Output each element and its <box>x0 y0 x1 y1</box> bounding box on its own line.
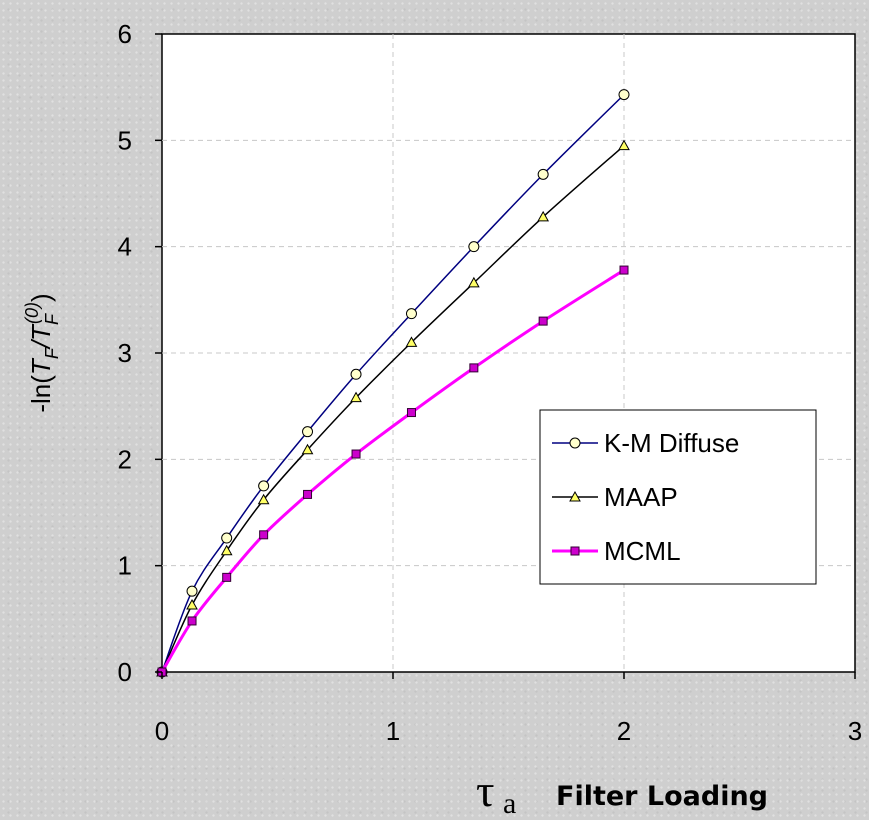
x-tick-label: 2 <box>617 716 631 746</box>
data-point <box>220 544 233 556</box>
x-axis-label: τ a Filter Loading <box>476 765 768 820</box>
x-tick-label: 0 <box>155 716 169 746</box>
ticks: 0 1 2 3 4 5 6 0 1 2 3 <box>118 19 863 746</box>
y-label-suffix: ) <box>26 293 56 302</box>
data-point <box>350 368 362 380</box>
legend-label: MCML <box>604 536 681 566</box>
legend-marker <box>569 437 581 449</box>
data-point <box>350 391 362 403</box>
series-3 <box>157 265 629 677</box>
series-line <box>161 94 625 673</box>
x-label-text: Filter Loading <box>556 781 768 812</box>
data-point <box>619 265 629 275</box>
y-tick-label: 3 <box>118 338 132 368</box>
y-label-t2-sup: (0) <box>22 302 42 324</box>
y-label-t2: T <box>26 323 56 341</box>
y-axis-label: -ln(TF/TF(0)) <box>22 293 62 412</box>
data-point <box>302 426 314 438</box>
y-label-slash: / <box>26 338 56 350</box>
legend-label: K-M Diffuse <box>604 428 739 458</box>
x-tick-label: 1 <box>386 716 400 746</box>
x-tick-label: 3 <box>848 716 862 746</box>
data-point <box>538 316 548 326</box>
data-point <box>186 598 198 610</box>
data-point <box>468 276 480 288</box>
legend: K-M Diffuse MAAP MCML <box>539 409 817 585</box>
series-line <box>161 145 625 673</box>
y-tick-label: 1 <box>118 551 132 581</box>
series-line <box>160 268 625 673</box>
data-point <box>537 168 549 180</box>
y-label-t1-sub: F <box>42 347 62 359</box>
y-tick-label: 2 <box>118 444 132 474</box>
legend-marker <box>569 490 581 502</box>
series-layer <box>156 89 630 678</box>
data-point <box>406 408 416 418</box>
x-label-symbol: τ <box>476 765 495 816</box>
svg-text:-ln(TF/TF(0)): -ln(TF/TF(0)) <box>22 293 62 412</box>
y-tick-label: 4 <box>118 232 132 262</box>
y-label-t2-sub: F <box>42 313 62 325</box>
data-point <box>405 336 418 347</box>
data-point <box>303 489 313 499</box>
data-point <box>222 572 232 582</box>
y-label-t1: T <box>26 357 56 375</box>
data-point <box>618 139 630 151</box>
data-point <box>301 443 314 455</box>
data-point <box>258 480 270 492</box>
data-point <box>257 493 270 505</box>
y-tick-label: 5 <box>118 125 132 155</box>
x-label-subscript: a <box>503 787 516 820</box>
data-point <box>405 308 417 320</box>
data-point <box>537 210 549 222</box>
data-point <box>187 616 197 626</box>
y-tick-label: 0 <box>118 657 132 687</box>
data-point <box>468 241 480 253</box>
data-point <box>351 449 361 459</box>
legend-marker <box>570 546 580 556</box>
y-label-prefix: -ln( <box>26 375 56 413</box>
data-point <box>186 585 198 597</box>
y-tick-label: 6 <box>118 19 132 49</box>
data-point <box>259 530 269 540</box>
legend-label: MAAP <box>604 482 678 512</box>
data-point <box>618 89 630 101</box>
data-point <box>469 363 479 373</box>
data-point <box>221 532 233 544</box>
